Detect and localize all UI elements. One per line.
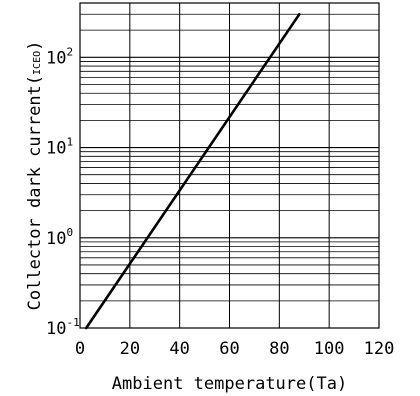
- x-tick-label: 100: [314, 339, 345, 359]
- series-line-0: [84, 13, 301, 330]
- x-tick-label: 40: [169, 339, 189, 359]
- grid: [79, 2, 380, 329]
- x-axis-label: Ambient temperature(Ta): [112, 374, 347, 394]
- x-tick-label: 0: [75, 339, 85, 359]
- x-tick-label: 80: [269, 339, 289, 359]
- x-tick-label: 120: [364, 339, 395, 359]
- y-tick-label: 100: [46, 226, 73, 249]
- plot-frame: [79, 2, 380, 329]
- y-tick-label: 102: [46, 45, 73, 68]
- x-tick-label: 20: [120, 339, 140, 359]
- x-tick-label: 60: [219, 339, 239, 359]
- y-tick-label: 10-1: [46, 316, 80, 339]
- y-axis-label-sub: ICEO: [32, 51, 43, 75]
- series-layer: [84, 13, 301, 330]
- y-tick-label: 101: [46, 136, 73, 159]
- y-axis-label: Collector dark current(ICEO): [25, 41, 45, 311]
- y-tick-labels: 10-1 100 101 102: [46, 45, 80, 339]
- x-tick-labels: 0 20 40 60 80 100 120: [75, 339, 394, 359]
